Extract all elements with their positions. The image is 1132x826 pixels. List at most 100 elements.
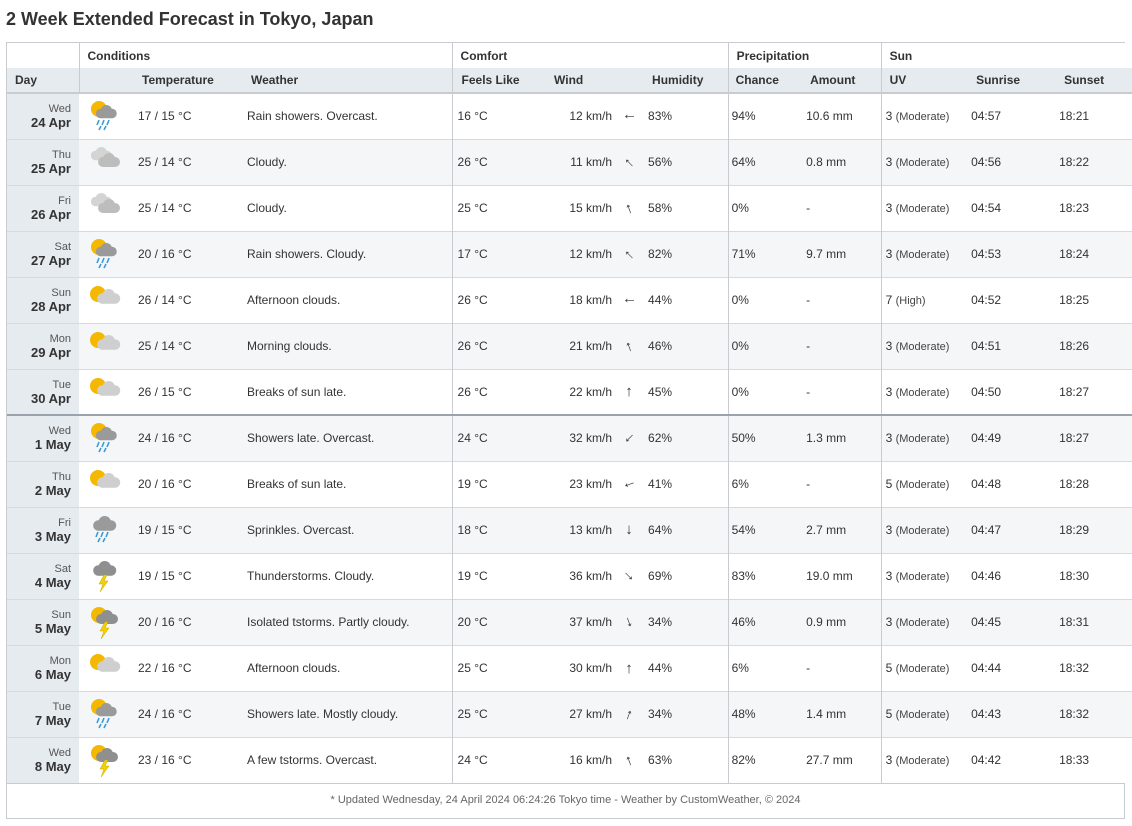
sunset-time: 18:26	[1044, 322, 1132, 369]
humidity-value: 46%	[643, 322, 729, 369]
day-of-week: Sat	[54, 241, 71, 253]
uv-cell: 3 (Moderate)	[880, 322, 969, 369]
sunrise-time: 04:49	[968, 414, 1045, 461]
humidity-value: 41%	[643, 460, 729, 507]
table-row: Tue 30 Apr 26 / 15 °C Breaks of sun late…	[7, 368, 1132, 415]
group-header-row: Conditions Comfort Precipitation Sun	[7, 43, 1132, 68]
precip-amount: 1.4 mm	[803, 690, 882, 737]
day-cell: Wed 24 Apr	[7, 92, 79, 139]
sunset-time: 18:22	[1044, 138, 1132, 185]
uv-level: (Moderate)	[895, 663, 950, 675]
day-of-week: Thu	[52, 471, 71, 483]
humidity-value: 45%	[643, 368, 729, 415]
weather-description: Afternoon clouds.	[247, 276, 453, 323]
partly-cloudy-icon	[79, 276, 129, 323]
table-row: Sun 28 Apr 26 / 14 °C Afternoon clouds. …	[7, 276, 1132, 323]
day-date: 1 May	[34, 437, 71, 453]
col-sunrise: Sunrise	[968, 68, 1045, 94]
col-feels-like: Feels Like	[451, 68, 546, 94]
sunrise-time: 04:45	[968, 598, 1045, 645]
weather-description: Rain showers. Cloudy.	[247, 230, 453, 277]
table-row: Sun 5 May 20 / 16 °C Isolated tstorms. P…	[7, 598, 1132, 645]
day-date: 3 May	[34, 529, 71, 544]
precip-amount: -	[803, 644, 882, 691]
precip-amount: 10.6 mm	[803, 92, 882, 139]
wind-speed: 37 km/h	[545, 598, 616, 645]
temperature-value: 25 / 14 °C	[129, 184, 247, 231]
weather-description: Showers late. Mostly cloudy.	[247, 690, 453, 737]
feels-like-value: 24 °C	[451, 414, 546, 461]
wind-arrow-icon: ↑	[615, 414, 644, 461]
wind-arrow-icon: ↑	[615, 644, 644, 691]
uv-index: 7	[885, 293, 893, 307]
group-day-spacer	[7, 43, 79, 68]
precip-chance: 0%	[727, 368, 804, 415]
precip-chance: 0%	[727, 184, 804, 231]
uv-index: 5	[885, 477, 893, 491]
feels-like-value: 16 °C	[451, 92, 546, 139]
wind-arrow-icon: ↑	[615, 322, 644, 369]
wind-arrow-icon: ↑	[615, 552, 644, 599]
uv-level: (Moderate)	[895, 341, 950, 353]
day-date: 4 May	[34, 575, 71, 590]
feels-like-value: 25 °C	[451, 184, 546, 231]
table-row: Sat 27 Apr 20 / 16 °C Rain showers. Clou…	[7, 230, 1132, 277]
day-date: 26 Apr	[31, 207, 71, 222]
humidity-value: 44%	[643, 644, 729, 691]
uv-index: 3	[885, 523, 893, 537]
day-date: 6 May	[34, 667, 71, 682]
precip-amount: 0.9 mm	[803, 598, 882, 645]
table-row: Sat 4 May 19 / 15 °C Thunderstorms. Clou…	[7, 552, 1132, 599]
feels-like-value: 24 °C	[451, 736, 546, 783]
page-title: 2 Week Extended Forecast in Tokyo, Japan	[6, 9, 374, 29]
sun-thunderstorm-icon	[79, 736, 129, 783]
precip-amount: 0.8 mm	[803, 138, 882, 185]
sunset-time: 18:23	[1044, 184, 1132, 231]
day-cell: Tue 30 Apr	[7, 368, 79, 415]
day-of-week: Tue	[52, 378, 71, 391]
uv-cell: 3 (Moderate)	[880, 184, 969, 231]
precip-chance: 48%	[727, 690, 804, 737]
day-cell: Sat 4 May	[7, 552, 79, 599]
col-weather: Weather	[247, 68, 453, 94]
wind-arrow-icon: ↑	[615, 368, 644, 415]
sunrise-time: 04:43	[968, 690, 1045, 737]
uv-index: 3	[885, 339, 893, 353]
table-row: Tue 7 May 24 / 16 °C Showers late. Mostl…	[7, 690, 1132, 737]
temperature-value: 23 / 16 °C	[129, 736, 247, 783]
temperature-value: 25 / 14 °C	[129, 322, 247, 369]
uv-cell: 3 (Moderate)	[880, 138, 969, 185]
partly-cloudy-icon	[79, 644, 129, 691]
partly-cloudy-icon	[79, 322, 129, 369]
uv-level: (Moderate)	[895, 525, 950, 537]
precip-amount: 19.0 mm	[803, 552, 882, 599]
col-day: Day	[7, 68, 79, 94]
weather-description: A few tstorms. Overcast.	[247, 736, 453, 783]
day-cell: Fri 3 May	[7, 506, 79, 553]
feels-like-value: 20 °C	[451, 598, 546, 645]
column-header-row: Day Temperature Weather Feels Like Wind …	[7, 68, 1132, 94]
wind-speed: 32 km/h	[545, 414, 616, 461]
humidity-value: 56%	[643, 138, 729, 185]
col-uv: UV	[880, 68, 969, 94]
temperature-value: 20 / 16 °C	[129, 460, 247, 507]
wind-speed: 15 km/h	[545, 184, 616, 231]
uv-level: (Moderate)	[895, 386, 950, 399]
col-amount: Amount	[803, 68, 882, 94]
precip-amount: -	[803, 322, 882, 369]
wind-speed: 23 km/h	[545, 460, 616, 507]
day-date: 27 Apr	[31, 253, 71, 268]
col-wind-dir	[615, 68, 644, 94]
day-of-week: Sat	[54, 563, 71, 575]
table-row: Wed 1 May 24 / 16 °C Showers late. Overc…	[7, 414, 1132, 461]
temperature-value: 20 / 16 °C	[129, 230, 247, 277]
col-temperature: Temperature	[129, 68, 247, 94]
humidity-value: 58%	[643, 184, 729, 231]
forecast-panel: Conditions Comfort Precipitation Sun Day…	[6, 42, 1132, 819]
day-date: 29 Apr	[31, 345, 71, 360]
weather-description: Morning clouds.	[247, 322, 453, 369]
sunset-time: 18:32	[1044, 644, 1132, 691]
table-row: Thu 2 May 20 / 16 °C Breaks of sun late.…	[7, 460, 1132, 507]
precip-amount: 9.7 mm	[803, 230, 882, 277]
day-of-week: Tue	[52, 701, 71, 713]
